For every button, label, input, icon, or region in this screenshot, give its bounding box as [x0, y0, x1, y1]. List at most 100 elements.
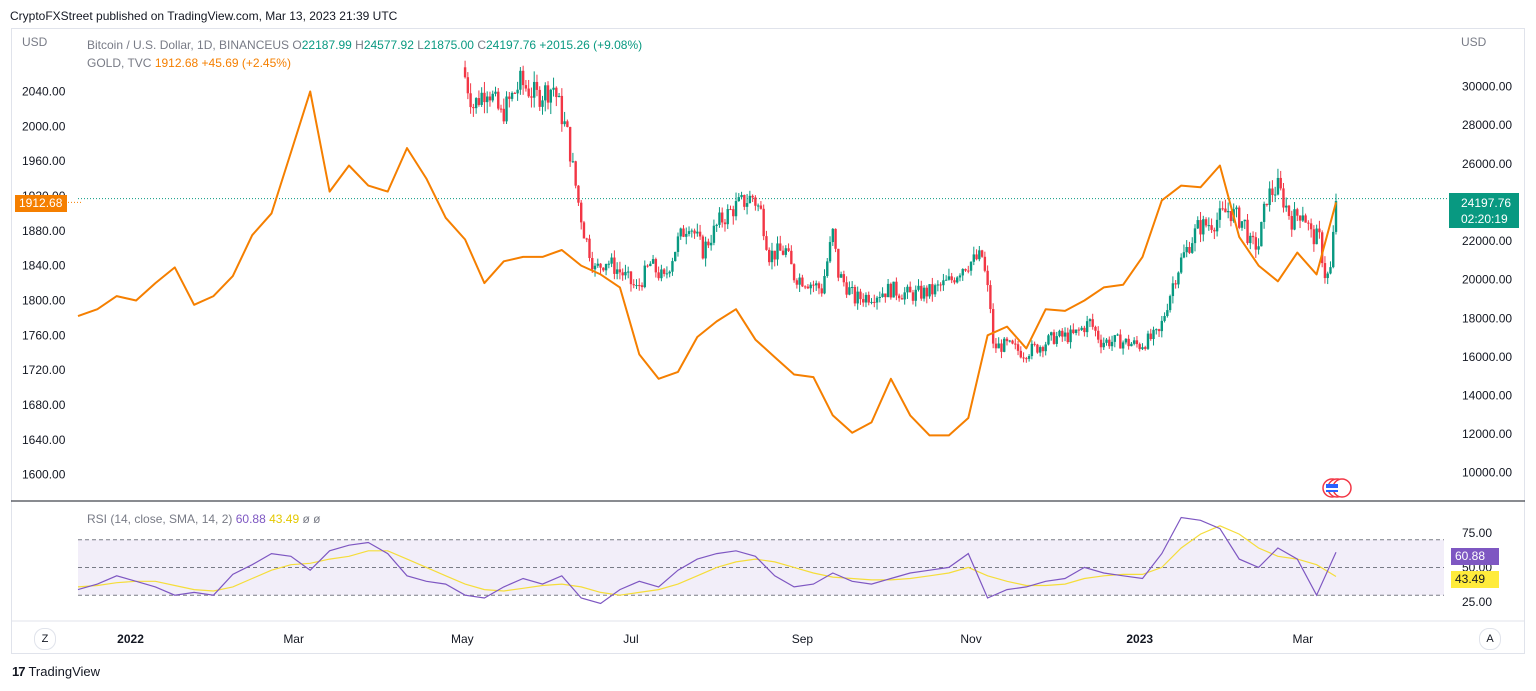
btc-candle-body — [895, 281, 898, 296]
btc-candle-body — [737, 197, 740, 202]
btc-candle-body — [524, 85, 528, 89]
btc-candle-body — [538, 89, 541, 107]
btc-candle-body — [1110, 341, 1114, 347]
btc-candle-body — [1282, 188, 1285, 208]
btc-candle-body — [798, 277, 801, 285]
btc-candle-body — [1113, 335, 1117, 342]
btc-y-tick: 14000.00 — [1462, 388, 1512, 402]
btc-candle-body — [936, 284, 940, 286]
btc-candle-body — [920, 285, 923, 299]
rsi-ma-badge: 43.49 — [1451, 571, 1499, 588]
btc-candle-body — [1193, 228, 1197, 244]
btc-candle-body — [474, 98, 478, 109]
btc-candle-body — [513, 92, 517, 94]
btc-candle-body — [602, 267, 605, 271]
chart-frame[interactable] — [11, 28, 1525, 654]
btc-close: 24197.76 — [486, 38, 537, 52]
btc-candle-body — [649, 263, 652, 267]
btc-candle-body — [859, 291, 862, 300]
btc-candle-body — [563, 121, 566, 125]
x-tick-label: Mar — [283, 632, 304, 646]
gold-y-tick: 1680.00 — [22, 398, 66, 412]
btc-candle-body — [765, 236, 768, 250]
btc-candle-body — [546, 85, 550, 103]
btc-candle-body — [721, 212, 724, 223]
btc-candle-body — [826, 261, 829, 277]
btc-candle-body — [627, 271, 630, 273]
x-tick-label: Mar — [1292, 632, 1313, 646]
gold-y-tick: 1760.00 — [22, 328, 66, 342]
btc-candle-body — [519, 70, 522, 90]
auto-scale-button[interactable]: A — [1479, 628, 1501, 650]
btc-candle-body — [527, 88, 530, 97]
btc-candle-body — [1238, 207, 1241, 228]
btc-candle-body — [1016, 344, 1020, 351]
btc-candle-body — [580, 202, 583, 223]
btc-candle-body — [1273, 194, 1277, 196]
btc-candle-body — [696, 231, 699, 234]
events-layer[interactable] — [1322, 478, 1352, 498]
btc-candle-body — [613, 257, 616, 274]
btc-candle-body — [510, 92, 514, 99]
btc-candle-body — [1210, 225, 1213, 230]
btc-candle-body — [867, 294, 870, 303]
btc-last-price: 24197.76 — [1461, 196, 1512, 210]
btc-candle-body — [477, 98, 481, 105]
btc-candle-body — [1240, 221, 1244, 228]
btc-legend[interactable]: Bitcoin / U.S. Dollar, 1D, BINANCEUS O22… — [87, 38, 643, 52]
btc-candle-body — [1072, 329, 1075, 334]
btc-candle-body — [1243, 219, 1246, 222]
gold-legend-change: +45.69 (+2.45%) — [201, 56, 291, 70]
btc-candle-body — [889, 283, 893, 298]
btc-candle-body — [1041, 347, 1045, 352]
btc-candle-body — [698, 231, 702, 237]
btc-candle-body — [1144, 347, 1147, 349]
btc-candle-body — [1014, 343, 1017, 345]
btc-candle-body — [906, 286, 909, 293]
btc-y-tick: 12000.00 — [1462, 427, 1512, 441]
btc-candle-body — [1298, 215, 1302, 221]
btc-candle-body — [925, 287, 929, 297]
btc-candle-body — [1202, 219, 1205, 235]
btc-candle-body — [1315, 228, 1318, 245]
btc-candle-body — [1307, 222, 1310, 224]
btc-candle-body — [1047, 335, 1050, 345]
btc-candle-body — [574, 161, 577, 186]
btc-countdown: 02:20:19 — [1461, 212, 1508, 226]
btc-candle-body — [1091, 319, 1094, 327]
btc-candle-body — [635, 285, 638, 287]
btc-candle-body — [1058, 330, 1061, 337]
btc-candle-body — [969, 261, 973, 271]
btc-candle-body — [1097, 330, 1100, 340]
x-tick-label: Jul — [623, 632, 638, 646]
btc-candle-body — [831, 228, 834, 243]
btc-candle-body — [1196, 220, 1199, 229]
zoom-button[interactable]: Z — [34, 628, 56, 650]
btc-candle-body — [989, 285, 992, 310]
btc-candle-body — [704, 241, 707, 259]
btc-candle-body — [485, 96, 489, 103]
gold-y-tick: 1880.00 — [22, 224, 66, 238]
right-axis-unit: USD — [1461, 35, 1487, 49]
btc-candle-body — [928, 284, 931, 297]
btc-candle-body — [1044, 344, 1047, 352]
btc-candle-body — [472, 107, 475, 109]
btc-candle-body — [856, 291, 859, 304]
rsi-legend[interactable]: RSI (14, close, SMA, 14, 2) 60.88 43.49 … — [87, 512, 320, 526]
tradingview-logo[interactable]: 17 TradingView — [12, 664, 100, 679]
btc-candle-body — [1301, 215, 1305, 221]
btc-candle-body — [1191, 243, 1194, 253]
publisher-line: CryptoFXStreet published on TradingView.… — [10, 9, 398, 23]
btc-candle-body — [850, 286, 854, 288]
grid-layer — [11, 198, 1525, 622]
btc-candle-body — [1008, 340, 1011, 342]
btc-candle-body — [676, 236, 680, 252]
btc-candle-body — [983, 256, 987, 271]
rsi-line — [77, 516, 1337, 605]
btc-candle-body — [779, 243, 782, 251]
btc-candle-body — [787, 248, 790, 251]
btc-candle-body — [1204, 219, 1208, 226]
gold-legend[interactable]: GOLD, TVC 1912.68 +45.69 (+2.45%) — [87, 56, 291, 70]
btc-candle-body — [751, 195, 754, 198]
